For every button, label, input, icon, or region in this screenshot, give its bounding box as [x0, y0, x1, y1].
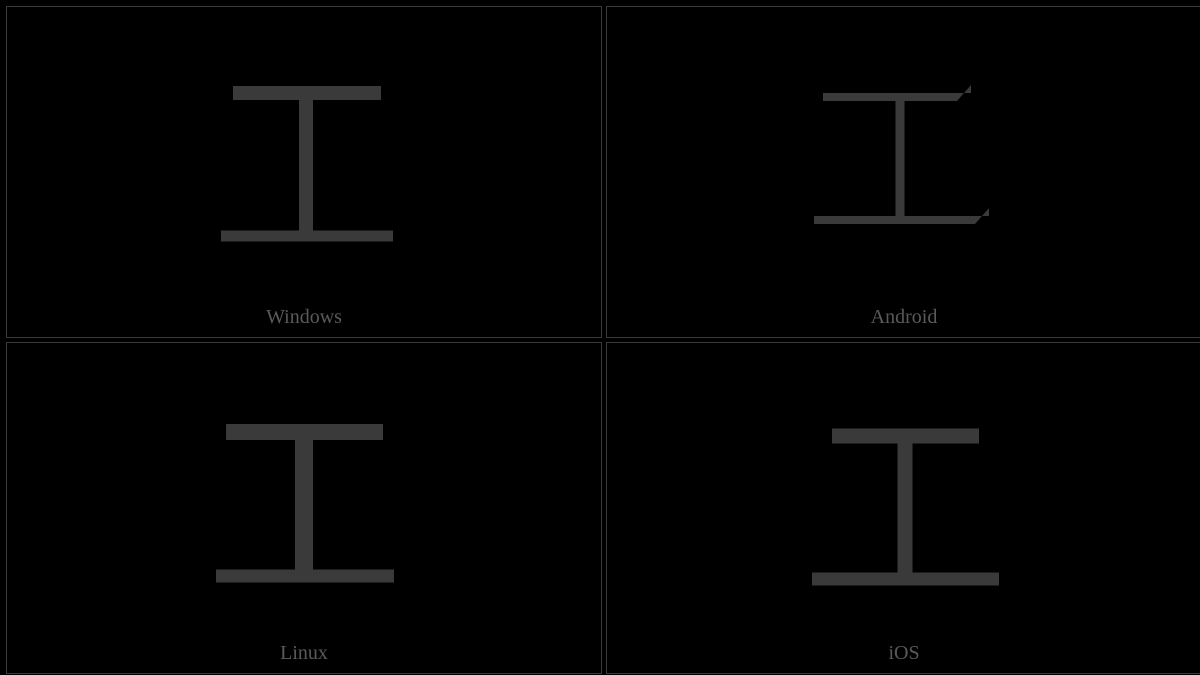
glyph-ios [607, 343, 1200, 673]
ibeam-icon [607, 7, 1200, 337]
glyph-linux [7, 343, 601, 673]
cell-label: Linux [7, 642, 601, 665]
cell-ios: iOS [606, 342, 1200, 674]
glyph-android [607, 7, 1200, 337]
ibeam-icon [607, 343, 1200, 673]
glyph-comparison-grid: Windows Android Linux [0, 0, 1200, 675]
ibeam-icon [7, 7, 601, 337]
cell-windows: Windows [6, 6, 602, 338]
cell-label: iOS [607, 642, 1200, 665]
cell-label: Android [607, 306, 1200, 329]
cell-label: Windows [7, 306, 601, 329]
cell-linux: Linux [6, 342, 602, 674]
cell-android: Android [606, 6, 1200, 338]
ibeam-icon [7, 343, 601, 673]
glyph-windows [7, 7, 601, 337]
